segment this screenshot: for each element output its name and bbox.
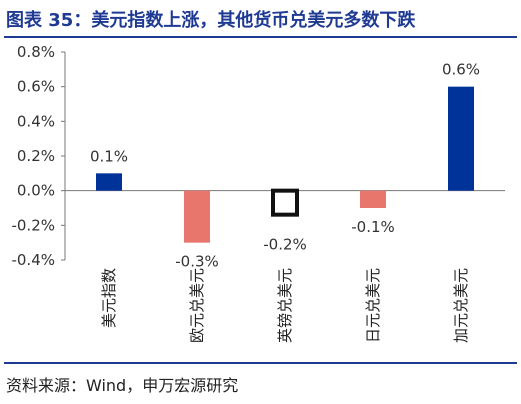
source-note: 资料来源：Wind，申万宏源研究 [6,376,239,395]
y-tick-label: 0.4% [17,112,55,130]
data-label: -0.1% [351,218,395,236]
bar [448,86,474,191]
y-tick-label: 0.0% [17,182,55,200]
footer-divider [4,362,517,364]
y-axis: -0.4% -0.2% 0.0% 0.2% 0.4% 0.6% 0.8% [11,43,505,269]
category-labels-group: 美元指数 欧元兑美元 英镑兑美元 日元兑美元 加元兑美元 [100,268,470,343]
bars-group [96,86,474,243]
category-label: 美元指数 [100,268,118,328]
bar-highlight-box [271,188,299,217]
y-tick-label: 0.6% [17,78,55,96]
y-tick-label: -0.4% [11,251,55,269]
title-divider [4,36,517,38]
bar-chart: -0.4% -0.2% 0.0% 0.2% 0.4% 0.6% 0.8% 0.1% -0.3%… [11,43,505,343]
data-label: 0.1% [90,147,128,165]
category-label: 加元兑美元 [452,268,470,343]
category-label: 欧元兑美元 [188,268,206,343]
y-tick-label: -0.2% [11,216,55,234]
y-tick-label: 0.8% [17,43,55,61]
category-label: 日元兑美元 [364,268,382,343]
data-label: -0.2% [263,235,307,253]
chart-title: 图表 35：美元指数上涨，其他货币兑美元多数下跌 [6,10,416,31]
bar [360,190,386,208]
data-label: 0.6% [442,61,480,79]
bar [96,173,122,191]
category-label: 英镑兑美元 [276,268,294,343]
y-tick-label: 0.2% [17,147,55,165]
bar [184,190,210,243]
data-label: -0.3% [175,253,219,271]
data-labels-group: 0.1% -0.3% -0.2% -0.1% 0.6% [90,61,480,271]
